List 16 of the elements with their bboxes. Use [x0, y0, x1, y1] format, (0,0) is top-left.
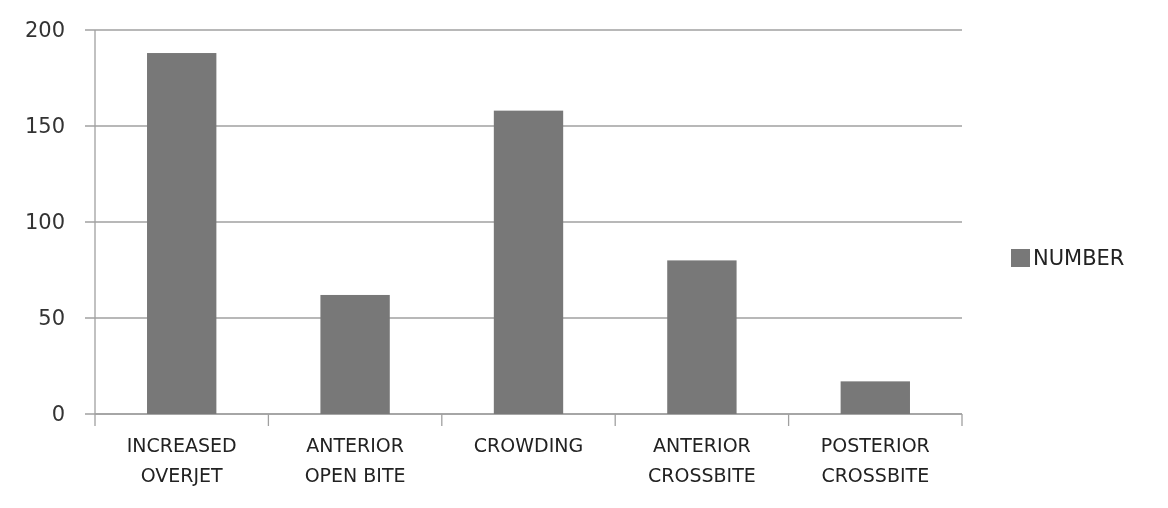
y-tick-label: 200: [24, 18, 65, 43]
x-tick-label: ANTERIOR CROSSBITE: [648, 434, 756, 486]
y-tick-label: 100: [24, 210, 65, 235]
x-tick-label: POSTERIOR CROSSBITE: [820, 434, 930, 486]
legend-label: NUMBER: [1033, 246, 1125, 271]
x-tick-label: ANTERIOR OPEN BITE: [304, 434, 406, 486]
x-tick-label: CROWDING: [473, 434, 584, 456]
bar: [840, 381, 910, 414]
bar: [667, 260, 737, 414]
y-tick-label: 150: [24, 114, 65, 139]
bar: [320, 294, 390, 414]
y-tick-label: 50: [38, 306, 65, 331]
x-tick-label: INCREASED OVERJET: [126, 434, 237, 486]
bar: [493, 110, 564, 414]
bar: [147, 53, 217, 414]
y-tick-label: 0: [51, 402, 65, 427]
